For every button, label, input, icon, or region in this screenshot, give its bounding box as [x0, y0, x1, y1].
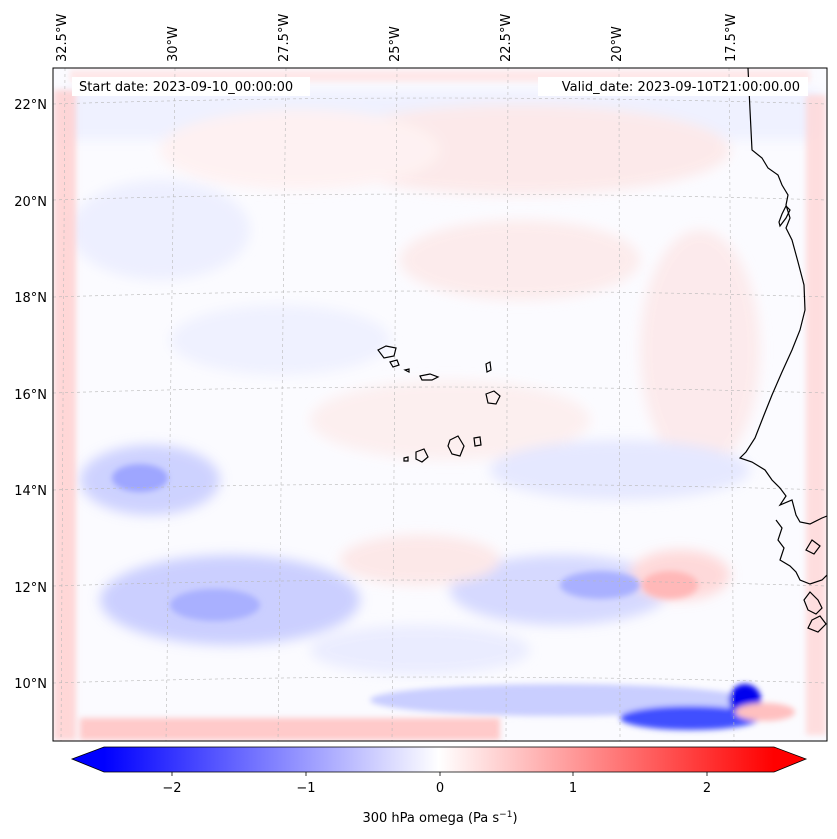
field-core-se — [560, 571, 640, 599]
island-sal — [485, 361, 492, 373]
island-santo-antao — [377, 345, 397, 359]
gridline-lon-17-5 — [728, 68, 735, 741]
coastlines — [377, 68, 827, 633]
field-core-s — [170, 589, 260, 621]
lon-label-27-5: 27.5°W — [277, 14, 292, 62]
lon-label-25: 25°W — [388, 26, 403, 62]
gridline-lon-30 — [165, 68, 176, 741]
start-date-label: Start date: 2023-09-10_00:00:00 — [79, 80, 293, 95]
colorbar-label-end: ) — [512, 811, 517, 826]
colorbar-extend-low — [72, 747, 104, 772]
island-sao-nicolau — [419, 373, 440, 381]
longitude-labels: 32.5°W 30°W 27.5°W 25°W 22.5°W 20°W 17.5… — [55, 14, 739, 62]
island-fogo — [415, 448, 429, 463]
field-patch-coast-warm — [640, 230, 760, 470]
cb-ticklabel-m2: −2 — [162, 781, 181, 796]
colorbar-label: 300 hPa omega (Pa s−1) — [362, 810, 517, 826]
cb-ticklabel-0: 0 — [436, 781, 444, 796]
coastline-africa — [738, 68, 827, 525]
field-east-edge — [806, 95, 826, 735]
omega-field — [54, 70, 826, 740]
gridlines — [53, 68, 827, 741]
field-patch-s-warm — [340, 535, 500, 585]
gridline-lat-18 — [53, 290, 827, 298]
gridline-lat-14 — [53, 483, 827, 491]
island-santa-luzia — [403, 368, 410, 373]
field-patch-north-warm-2 — [160, 110, 440, 190]
header-bar: Start date: 2023-09-10_00:00:00 Valid_da… — [72, 77, 808, 96]
lat-label-22: 22°N — [14, 98, 47, 113]
latitude-labels: 22°N 20°N 18°N 16°N 14°N 12°N 10°N — [14, 98, 47, 692]
island-sao-vicente — [389, 359, 400, 368]
lat-label-12: 12°N — [14, 581, 47, 596]
field-core-south-warm — [735, 703, 795, 721]
gridline-lon-20 — [618, 68, 621, 741]
gridline-lat-12 — [53, 579, 827, 587]
gridline-lon-27-5 — [277, 68, 287, 741]
colorbar-outline — [70, 746, 808, 773]
map-frame — [52, 67, 828, 742]
gridline-lat-20 — [53, 193, 827, 201]
coastline-gambia-guinea — [775, 519, 827, 585]
field-core-se-warm — [642, 571, 698, 599]
lon-label-32-5: 32.5°W — [55, 14, 70, 62]
lat-label-16: 16°N — [14, 388, 47, 403]
lon-label-20: 20°W — [610, 26, 625, 62]
colorbar-label-main: 300 hPa omega (Pa s — [362, 811, 499, 826]
field-patch-mid-warm — [400, 220, 640, 300]
start-date-box — [72, 77, 310, 96]
coastline-bijagos-2 — [807, 615, 827, 633]
field-patch-s2-cool — [310, 625, 530, 675]
lat-label-10: 10°N — [14, 677, 47, 692]
coastline-banc-arguin — [778, 204, 791, 228]
island-brava — [403, 456, 409, 462]
island-boa-vista — [485, 390, 501, 405]
lat-label-14: 14°N — [14, 484, 47, 499]
field-core-south-strong — [620, 706, 760, 730]
colorbar: −2 −1 0 1 2 300 hPa omega (Pa s−1) — [70, 746, 808, 826]
cb-ticklabel-1: 1 — [569, 781, 577, 796]
lat-label-18: 18°N — [14, 291, 47, 306]
field-patch-central-cool — [170, 305, 390, 375]
colorbar-label-sup: −1 — [499, 810, 512, 820]
lon-label-30: 30°W — [166, 26, 181, 62]
cb-ticklabel-2: 2 — [703, 781, 711, 796]
field-patch-west-cool — [70, 180, 250, 280]
colorbar-ticks — [171, 772, 708, 776]
gridline-lon-22-5 — [505, 68, 509, 741]
field-patch-central-warm — [310, 380, 590, 460]
island-maio — [473, 436, 482, 447]
gridline-lat-16 — [53, 386, 827, 394]
lat-label-20: 20°N — [14, 195, 47, 210]
field-patch-e-cool — [490, 440, 750, 500]
field-west-edge — [54, 90, 76, 740]
cb-ticklabel-m1: −1 — [296, 781, 315, 796]
field-south-edge — [80, 718, 500, 740]
coastline-gambia-river — [805, 539, 821, 555]
gridline-lon-25 — [391, 68, 398, 741]
lon-label-17-5: 17.5°W — [724, 14, 739, 62]
lon-label-22-5: 22.5°W — [499, 14, 514, 62]
field-core-sw — [112, 464, 168, 492]
coastline-bijagos-1 — [803, 591, 823, 615]
gridline-lat-10 — [53, 676, 827, 684]
colorbar-gradient — [104, 747, 774, 772]
island-santiago — [447, 435, 465, 457]
valid-date-label: Valid_date: 2023-09-10T21:00:00.00 — [562, 80, 800, 95]
colorbar-extend-high — [774, 747, 806, 772]
map-panel: Start date: 2023-09-10_00:00:00 Valid_da… — [52, 67, 828, 742]
valid-date-box — [538, 77, 808, 96]
gridline-lon-32-5 — [60, 68, 66, 741]
gridline-lat-22 — [53, 97, 827, 105]
